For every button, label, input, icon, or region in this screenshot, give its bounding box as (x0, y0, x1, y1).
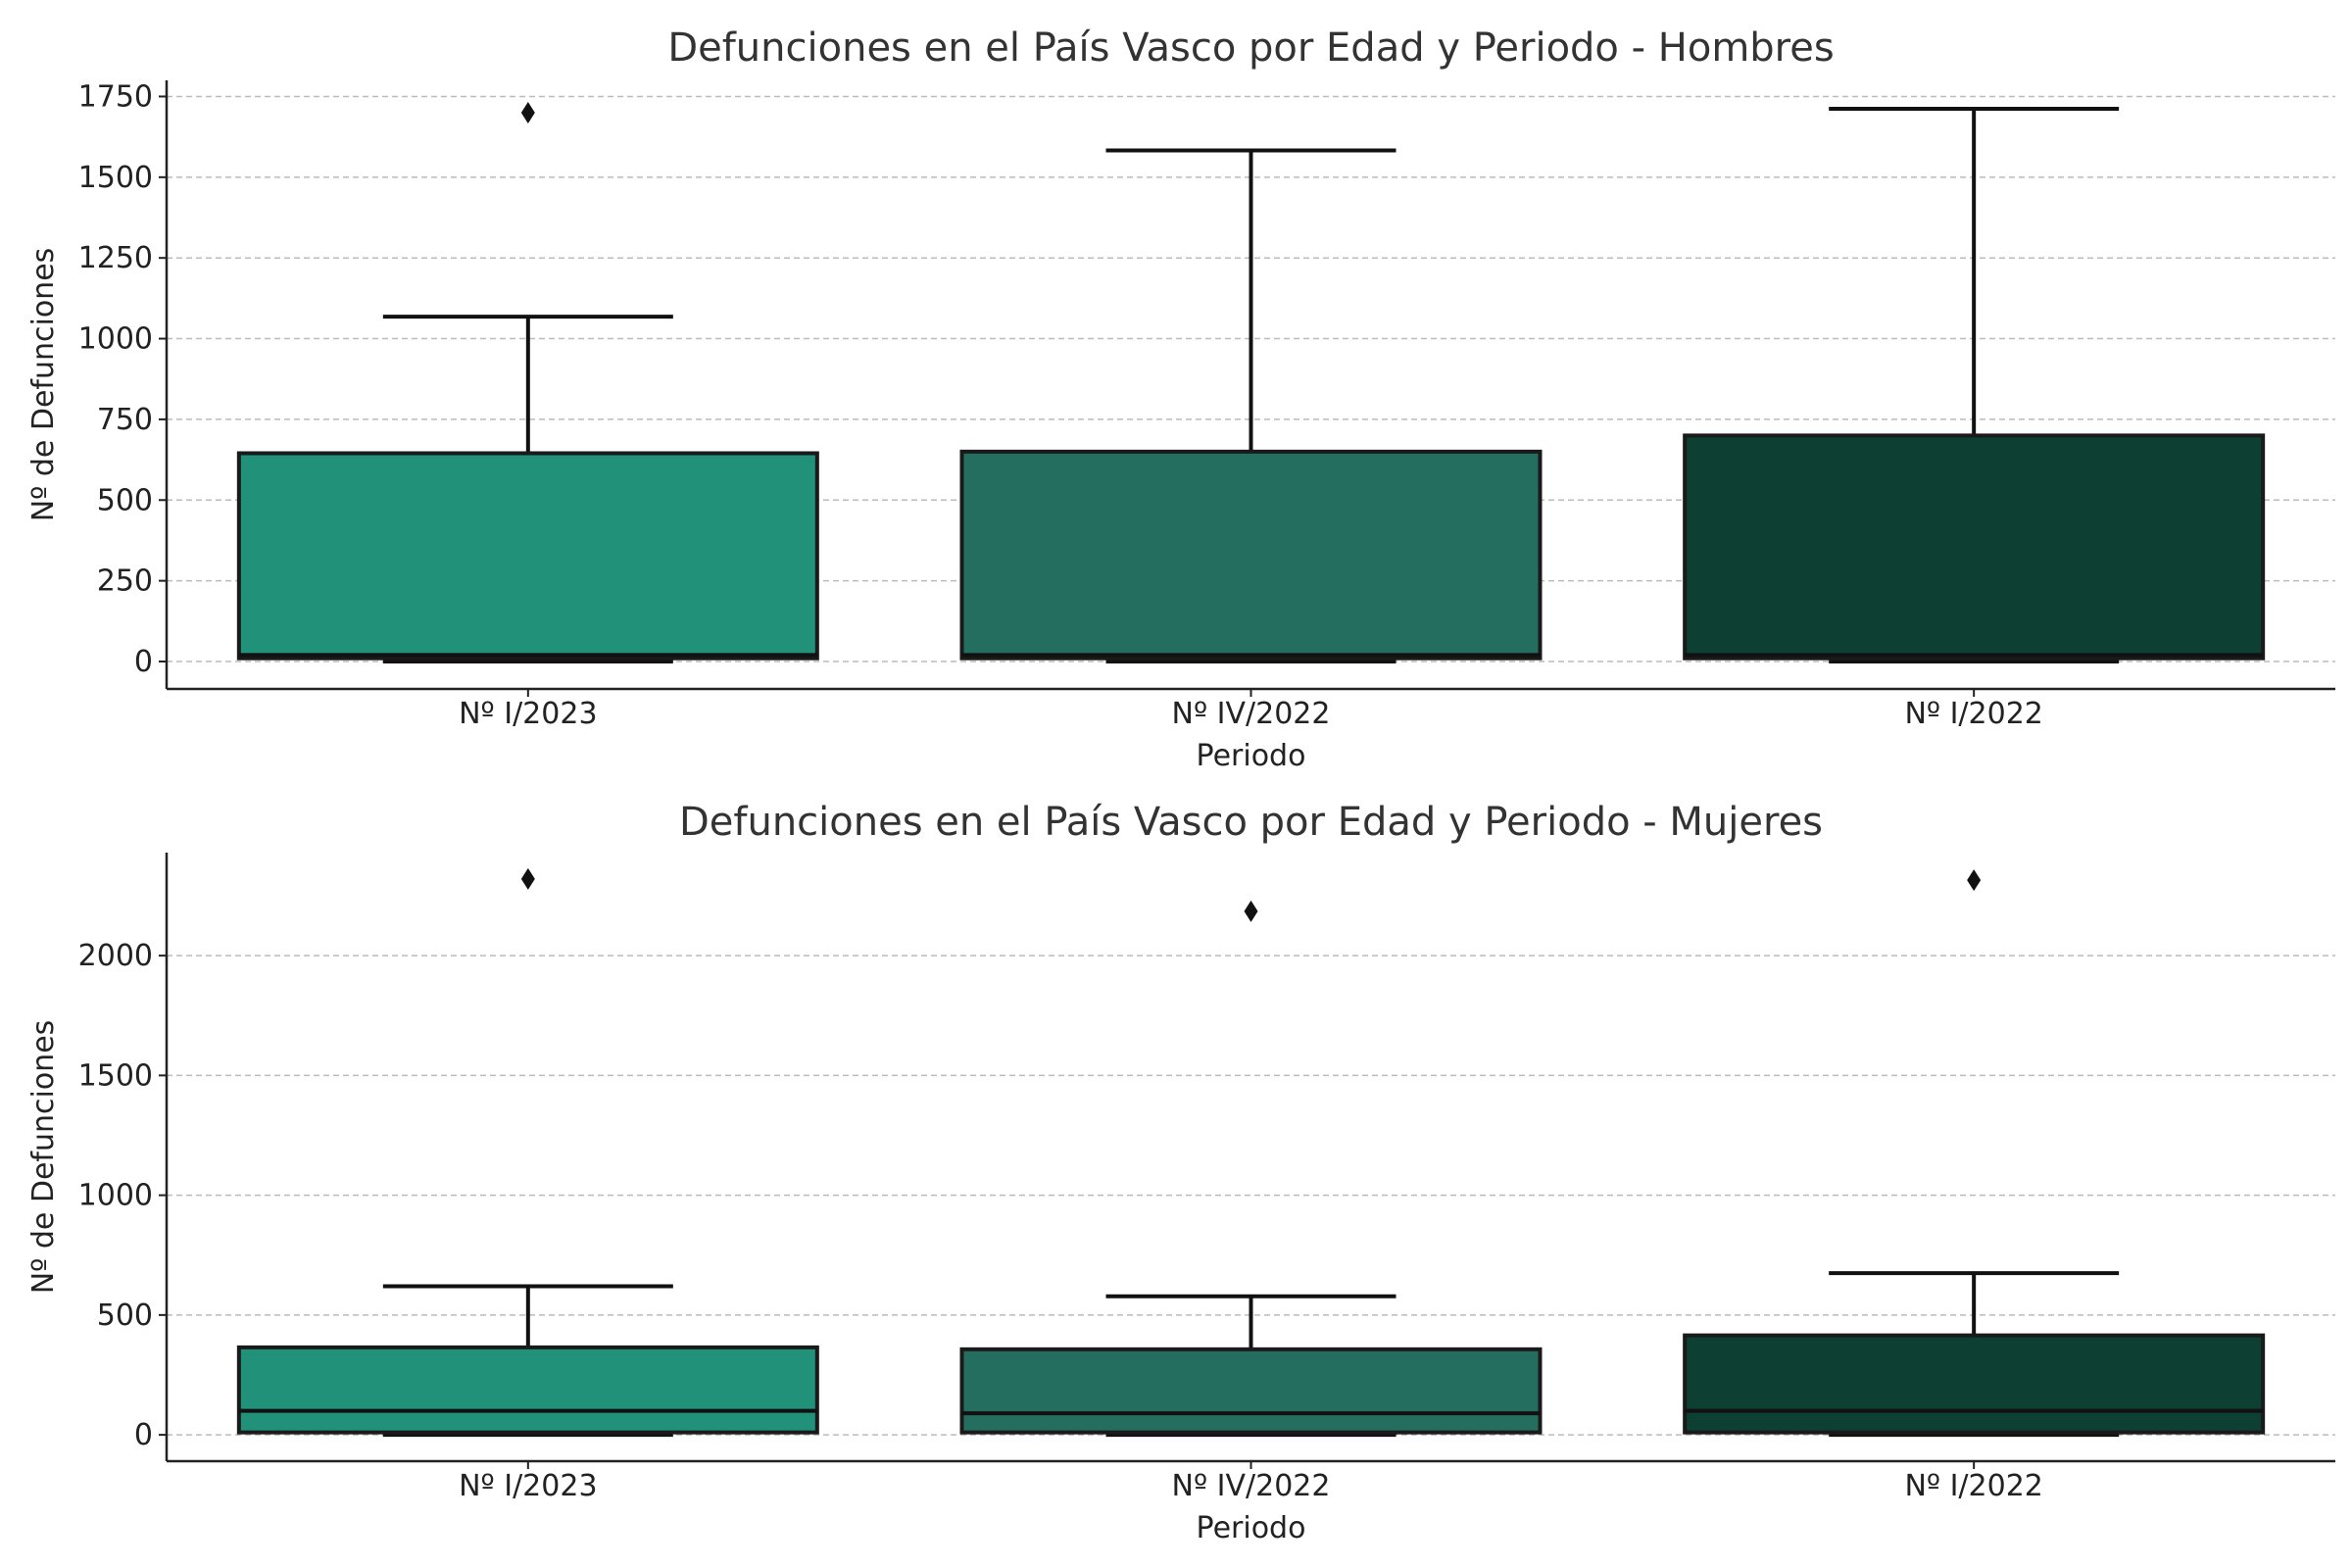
box-0 (236, 867, 819, 1438)
y-tick-label: 1000 (78, 322, 153, 357)
x-tick-label: Nº I/2023 (459, 1469, 597, 1503)
chart-title: Defunciones en el País Vasco por Edad y … (679, 800, 1823, 845)
x-tick-label: Nº IV/2022 (1172, 697, 1331, 731)
outlier-point (1967, 869, 1982, 892)
box-2 (1683, 869, 2266, 1438)
box-rect (1683, 433, 2266, 661)
box-rect (959, 1347, 1543, 1435)
y-tick-label: 1500 (78, 161, 153, 195)
y-tick-label: 1500 (78, 1058, 153, 1093)
box-1 (959, 148, 1543, 663)
chart-hombres: Defunciones en el País Vasco por Edad y … (26, 25, 2335, 773)
chart-mujeres: Defunciones en el País Vasco por Edad y … (26, 800, 2335, 1545)
x-axis-label: Periodo (1197, 739, 1306, 773)
chart-title: Defunciones en el País Vasco por Edad y … (667, 25, 1834, 71)
x-tick-label: Nº I/2022 (1904, 697, 2042, 731)
box-1 (959, 900, 1543, 1438)
box-2 (1683, 106, 2266, 663)
y-tick-label: 500 (97, 1298, 153, 1333)
y-tick-label: 2000 (78, 939, 153, 973)
y-tick-label: 0 (134, 1418, 153, 1452)
box-0 (236, 101, 819, 663)
outlier-point (520, 867, 535, 890)
outlier-point (520, 101, 535, 123)
outlier-point (1244, 900, 1258, 922)
y-tick-label: 500 (97, 483, 153, 517)
y-tick-label: 0 (134, 645, 153, 679)
x-tick-label: Nº I/2022 (1904, 1469, 2042, 1503)
x-axis-label: Periodo (1197, 1511, 1306, 1545)
y-tick-label: 1750 (78, 79, 153, 114)
y-tick-label: 250 (97, 564, 153, 599)
y-tick-label: 1250 (78, 241, 153, 275)
box-rect (236, 1345, 819, 1435)
x-tick-label: Nº IV/2022 (1172, 1469, 1331, 1503)
box-rect (959, 449, 1543, 661)
x-tick-label: Nº I/2023 (459, 697, 597, 731)
y-axis-label: Nº de Defunciones (26, 248, 61, 522)
y-tick-label: 750 (97, 403, 153, 437)
box-rect (236, 451, 819, 661)
box-rect (1683, 1333, 2266, 1435)
y-tick-label: 1000 (78, 1179, 153, 1213)
y-axis-label: Nº de Defunciones (26, 1020, 61, 1295)
